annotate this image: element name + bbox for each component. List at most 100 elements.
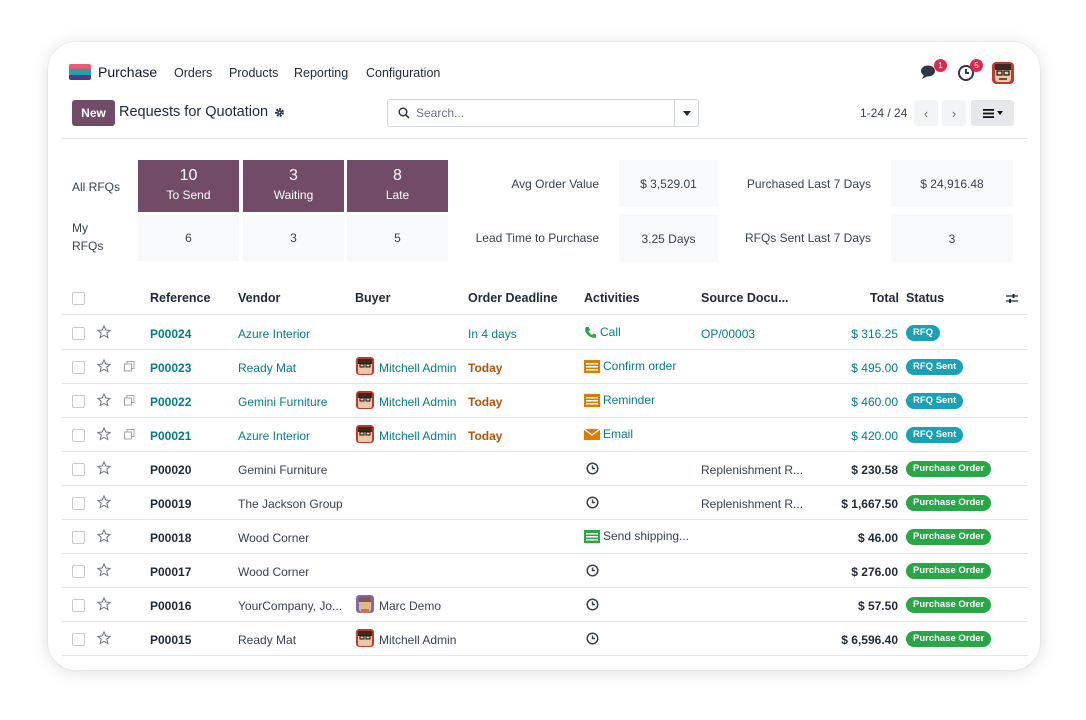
row-checkbox[interactable]	[72, 531, 85, 544]
column-total[interactable]: Total	[870, 291, 899, 305]
table-row[interactable]: P00018 Wood Corner Send shipping... $ 46…	[62, 520, 1028, 554]
star-icon[interactable]	[97, 461, 111, 475]
status-badge: RFQ Sent	[906, 359, 964, 375]
row-checkbox[interactable]	[72, 497, 85, 510]
star-icon[interactable]	[97, 359, 111, 373]
star-icon[interactable]	[97, 427, 111, 441]
user-avatar[interactable]	[992, 62, 1014, 84]
table-row[interactable]: P00024 Azure Interior In 4 days Call OP/…	[62, 316, 1028, 350]
table-row[interactable]: P00017 Wood Corner $ 276.00 Purchase Ord…	[62, 554, 1028, 588]
tile-late[interactable]: 8 Late	[347, 160, 448, 212]
row-checkbox[interactable]	[72, 463, 85, 476]
table-row[interactable]: P00015 Ready Mat Mitchell Admin $ 6,596.…	[62, 622, 1028, 656]
table-row[interactable]: P00019 The Jackson Group Replenishment R…	[62, 486, 1028, 520]
pager-previous-button[interactable]: ‹	[914, 100, 938, 126]
star-icon[interactable]	[97, 597, 111, 611]
row-checkbox[interactable]	[72, 565, 85, 578]
column-buyer[interactable]: Buyer	[355, 291, 391, 305]
search-input[interactable]: Search...	[416, 106, 465, 120]
pager-next-button[interactable]: ›	[942, 100, 966, 126]
column-status[interactable]: Status	[906, 291, 945, 305]
row-total: $ 460.00	[851, 395, 898, 409]
row-reference[interactable]: P00022	[150, 395, 192, 409]
row-reference[interactable]: P00015	[150, 633, 192, 647]
clock-icon[interactable]	[586, 496, 599, 509]
status-badge: RFQ Sent	[906, 393, 964, 409]
row-activity[interactable]: Send shipping...	[584, 529, 689, 543]
row-checkbox[interactable]	[72, 327, 85, 340]
row-reference[interactable]: P00019	[150, 497, 192, 511]
row-activity[interactable]: Confirm order	[584, 359, 676, 373]
column-source-document[interactable]: Source Docu...	[701, 291, 789, 305]
star-icon[interactable]	[97, 495, 111, 509]
column-activities[interactable]: Activities	[584, 291, 640, 305]
row-reference[interactable]: P00020	[150, 463, 192, 477]
my-waiting-value[interactable]: 3	[243, 215, 344, 261]
gear-icon[interactable]	[274, 107, 285, 118]
column-order-deadline[interactable]: Order Deadline	[468, 291, 558, 305]
row-source-document[interactable]: OP/00003	[701, 327, 756, 341]
row-reference[interactable]: P00021	[150, 429, 192, 443]
clock-icon[interactable]	[586, 598, 599, 611]
activities-button[interactable]: 5	[956, 59, 983, 84]
star-icon[interactable]	[97, 529, 111, 543]
row-vendor[interactable]: Gemini Furniture	[238, 395, 328, 409]
table-row[interactable]: P00016 YourCompany, Jo... Marc Demo $ 57…	[62, 588, 1028, 622]
row-activity[interactable]: Email	[584, 427, 633, 441]
row-reference[interactable]: P00018	[150, 531, 192, 545]
table-row[interactable]: P00021 Azure Interior Mitchell Admin Tod…	[62, 418, 1028, 452]
star-icon[interactable]	[97, 631, 111, 645]
menu-orders[interactable]: Orders	[174, 66, 213, 80]
row-activity[interactable]: Call	[584, 325, 621, 339]
column-reference[interactable]: Reference	[150, 291, 211, 305]
purchase-app-icon[interactable]	[69, 64, 91, 80]
row-checkbox[interactable]	[72, 361, 85, 374]
row-checkbox[interactable]	[72, 429, 85, 442]
copy-icon[interactable]	[124, 395, 135, 406]
new-button[interactable]: New	[72, 100, 115, 126]
avg-order-value: $ 3,529.01	[619, 160, 718, 207]
select-all-checkbox[interactable]	[72, 292, 85, 305]
table-row[interactable]: P00020 Gemini Furniture Replenishment R.…	[62, 452, 1028, 486]
row-vendor[interactable]: Azure Interior	[238, 429, 311, 443]
clock-icon[interactable]	[586, 462, 599, 475]
column-vendor[interactable]: Vendor	[238, 291, 281, 305]
menu-products[interactable]: Products	[229, 66, 279, 80]
my-late-value[interactable]: 5	[347, 215, 448, 261]
row-reference[interactable]: P00024	[150, 327, 192, 341]
clock-icon[interactable]	[586, 632, 599, 645]
tile-label: To Send	[166, 188, 211, 202]
row-checkbox[interactable]	[72, 395, 85, 408]
row-vendor[interactable]: Azure Interior	[238, 327, 311, 341]
copy-icon[interactable]	[124, 429, 135, 440]
messages-button[interactable]: 1	[920, 59, 947, 84]
row-checkbox[interactable]	[72, 599, 85, 612]
table-row[interactable]: P00023 Ready Mat Mitchell Admin Today Co…	[62, 350, 1028, 384]
tile-to-send[interactable]: 10 To Send	[138, 160, 239, 212]
row-reference[interactable]: P00023	[150, 361, 192, 375]
row-vendor[interactable]: Ready Mat	[238, 361, 297, 375]
star-icon[interactable]	[97, 325, 111, 339]
menu-configuration[interactable]: Configuration	[366, 66, 441, 80]
star-icon[interactable]	[97, 563, 111, 577]
todo-list-icon	[584, 359, 600, 373]
clock-icon[interactable]	[586, 564, 599, 577]
my-to-send-value[interactable]: 6	[138, 215, 239, 261]
table-row[interactable]: P00022 Gemini Furniture Mitchell Admin T…	[62, 384, 1028, 418]
optional-columns-icon[interactable]	[1006, 293, 1018, 304]
tile-waiting[interactable]: 3 Waiting	[243, 160, 344, 212]
app-name[interactable]: Purchase	[98, 64, 158, 80]
rfqs-sent-label: RFQs Sent Last 7 Days	[744, 231, 871, 245]
copy-icon[interactable]	[124, 361, 135, 372]
row-activity[interactable]: Reminder	[584, 393, 655, 407]
table-header: Reference Vendor Buyer Order Deadline Ac…	[62, 282, 1028, 315]
view-switcher-button[interactable]	[971, 100, 1014, 126]
menu-reporting[interactable]: Reporting	[294, 66, 349, 80]
tile-label: Late	[385, 188, 410, 202]
pager-value[interactable]: 1-24 / 24	[860, 106, 908, 120]
row-checkbox[interactable]	[72, 633, 85, 646]
row-reference[interactable]: P00017	[150, 565, 192, 579]
star-icon[interactable]	[97, 393, 111, 407]
row-reference[interactable]: P00016	[150, 599, 192, 613]
search-options-toggle[interactable]	[674, 100, 698, 126]
